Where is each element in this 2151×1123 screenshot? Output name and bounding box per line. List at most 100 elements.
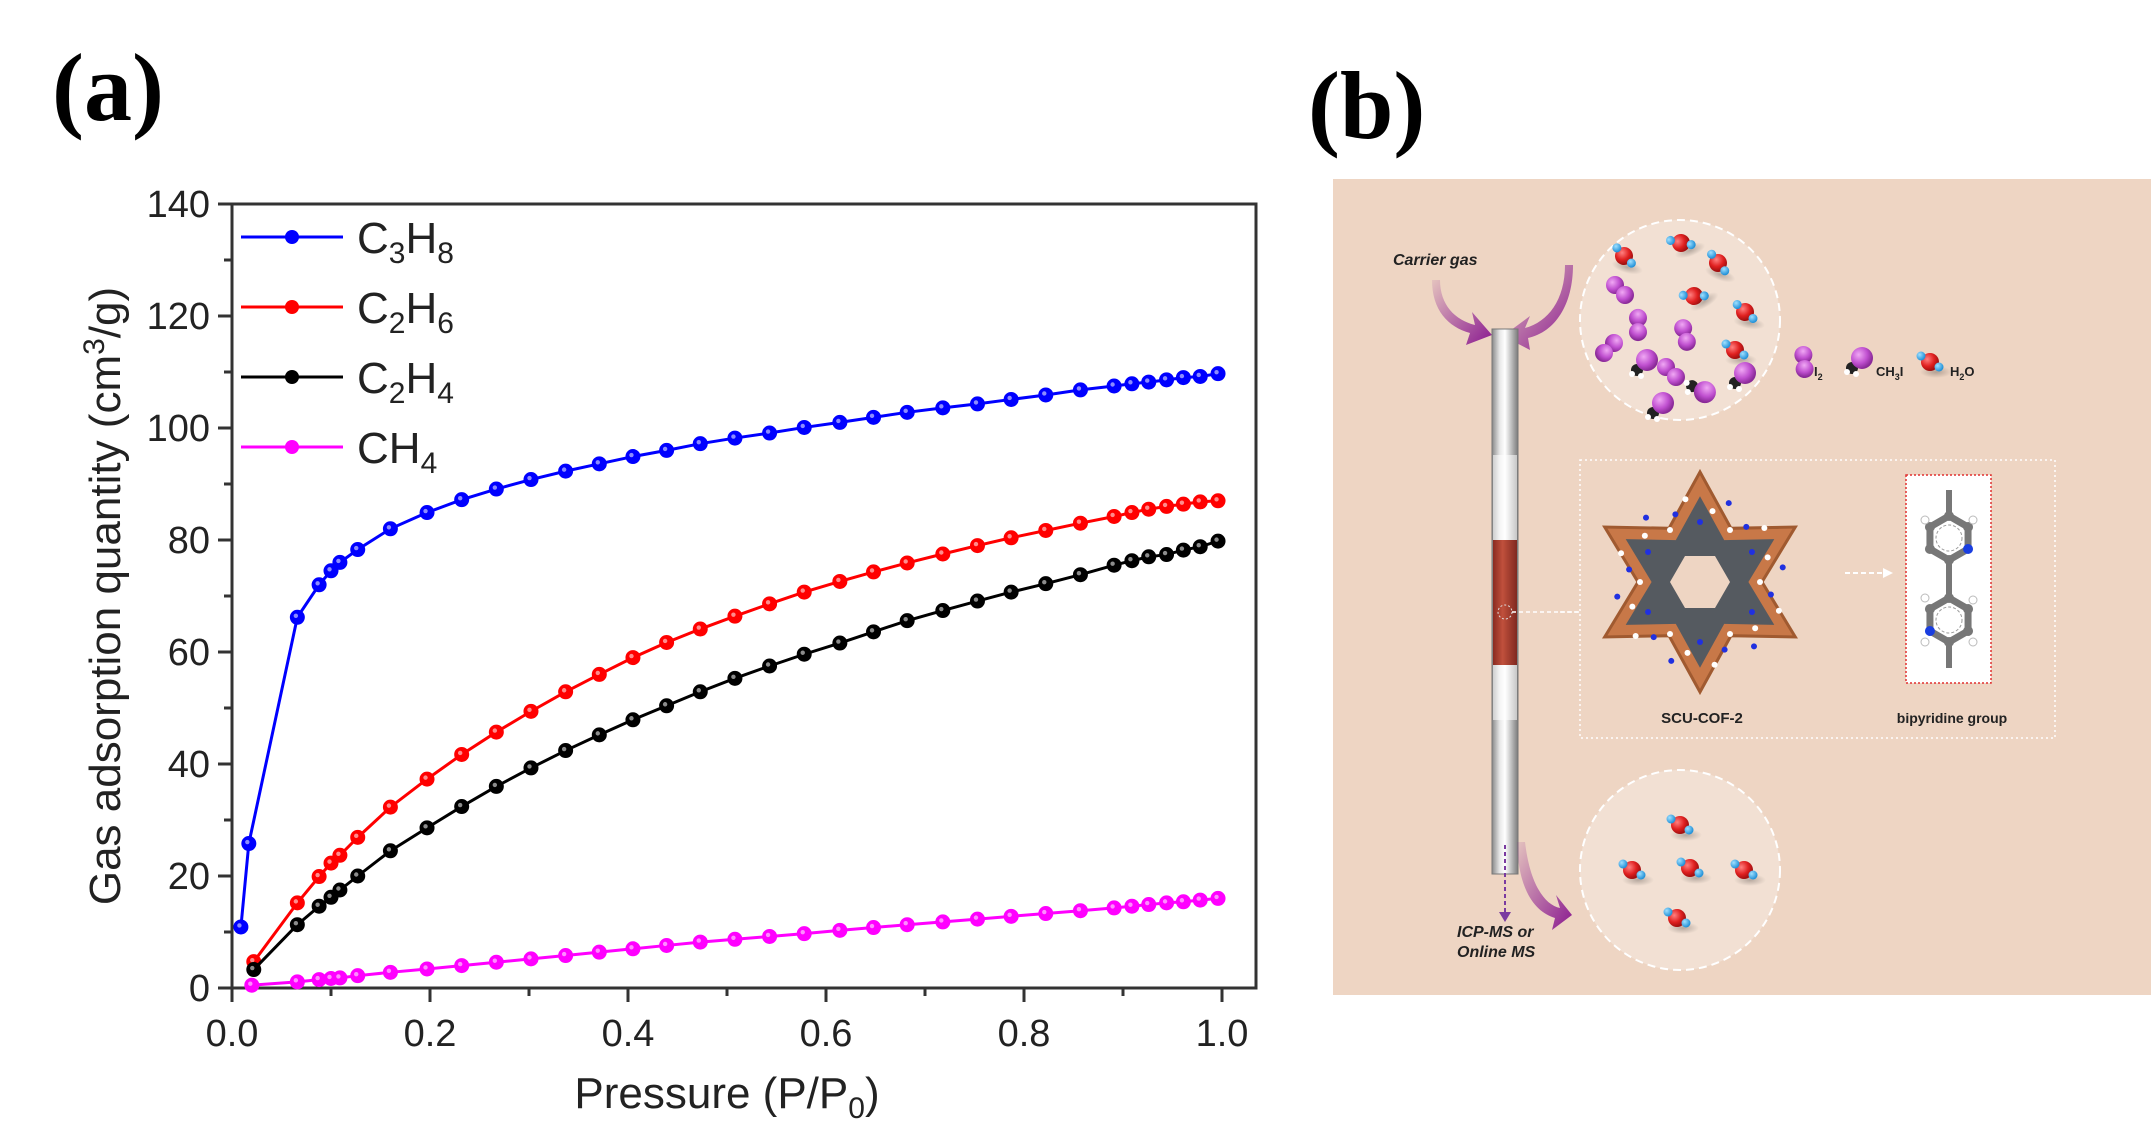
data-point-highlight: [1128, 380, 1133, 385]
iodine-atom: [1595, 344, 1613, 362]
data-point-highlight: [336, 886, 341, 891]
data-point-highlight: [595, 948, 600, 953]
data-point-highlight: [696, 439, 701, 445]
data-point-highlight: [595, 731, 600, 736]
bipyridine-label: bipyridine group: [1897, 710, 2007, 726]
data-point-highlight: [1110, 512, 1115, 518]
data-point-highlight: [629, 452, 634, 458]
data-point-highlight: [250, 957, 255, 963]
hydrogen-atom: [1626, 258, 1636, 268]
x-tick-label: 0.6: [800, 1013, 853, 1055]
iodine-molecule-icon: [1794, 345, 1814, 379]
legend-i2-label: I2: [1814, 364, 1823, 382]
data-point-highlight: [1162, 376, 1168, 381]
hydrogen-atom: [1748, 870, 1758, 880]
data-point-highlight: [903, 559, 908, 564]
cof-atom: [1614, 593, 1621, 600]
data-point-highlight: [527, 707, 532, 713]
data-point-highlight: [561, 688, 567, 693]
methyl-iodide-molecule-icon: [1629, 349, 1658, 379]
cof-atom: [1626, 566, 1633, 573]
cof-atom: [1750, 643, 1757, 650]
series-c3h8: [233, 366, 1226, 935]
hydrogen-atom: [1748, 313, 1758, 323]
methyl-iodide-molecule-icon: [1645, 392, 1674, 422]
hydrogen-atom: [1684, 388, 1691, 395]
legend-label-subscript: 2: [389, 307, 406, 340]
data-point-highlight: [1007, 395, 1012, 401]
methyl-iodide-molecule-icon: [1844, 347, 1873, 377]
data-point-highlight: [1214, 894, 1219, 900]
data-point-highlight: [800, 650, 805, 655]
nitrogen-atom: [1924, 626, 1935, 636]
cof-atom: [1779, 564, 1786, 571]
data-point-highlight: [696, 625, 701, 630]
data-point-highlight: [423, 775, 428, 780]
data-point-highlight: [527, 475, 532, 481]
cof-label: SCU-COF-2: [1661, 710, 1743, 727]
series-line-c2h4: [252, 539, 1219, 971]
water-molecule-icon: [1732, 300, 1765, 330]
water-molecule-icon: [1665, 234, 1706, 259]
data-point-highlight: [423, 824, 428, 829]
cof-atom: [1709, 508, 1716, 515]
y-tick-label: 80: [168, 520, 210, 562]
data-point-highlight: [939, 404, 944, 409]
cof-atom: [1721, 646, 1728, 653]
x-tick-label: 0.4: [602, 1013, 655, 1055]
oxygen-atom: [1726, 341, 1744, 359]
hydrogen-atom: [1707, 249, 1717, 259]
aromatic-ring: [1935, 606, 1963, 634]
data-point-highlight: [1214, 497, 1219, 502]
data-point-highlight: [731, 935, 736, 940]
series-line-ch4: [251, 896, 1219, 987]
data-point-highlight: [1179, 546, 1185, 551]
cof-atom: [1667, 630, 1673, 637]
legend-ch3i-sub: 3: [1895, 372, 1900, 382]
data-point-highlight: [386, 968, 392, 974]
hydrogen-atom: [1853, 371, 1859, 377]
cof-atom: [1727, 527, 1733, 534]
cof-atom: [1672, 511, 1679, 518]
data-point-highlight: [1196, 543, 1201, 548]
data-point-highlight: [1110, 904, 1115, 909]
series-c2h4: [246, 533, 1226, 978]
data-point-highlight: [836, 577, 841, 583]
data-point-highlight: [457, 750, 463, 756]
legend-item-c2h4: C2H4: [241, 354, 454, 410]
legend-label-text: C: [357, 354, 389, 403]
data-point-highlight: [629, 653, 634, 659]
legend-ch3i-text: CH: [1876, 364, 1895, 379]
data-point-highlight: [354, 872, 359, 877]
cof-atom: [1637, 579, 1643, 585]
legend-label-text: H: [405, 214, 437, 263]
data-point-highlight: [973, 400, 979, 405]
x-axis-label: Pressure (P/P0): [574, 1069, 879, 1123]
y-tick-label: 40: [168, 744, 210, 786]
legend-swatch-marker: [285, 440, 299, 454]
x-axis-ticks: 0.0 0.2 0.4 0.6 0.8 1.0: [206, 988, 1248, 1055]
data-point-highlight: [629, 945, 634, 950]
methyl-iodide-molecule-icon: [1727, 362, 1756, 392]
data-point-highlight: [939, 918, 944, 923]
carbon-atom: [1944, 511, 1954, 521]
data-point-highlight: [561, 951, 567, 957]
carbon-atom: [1944, 593, 1954, 603]
data-point-highlight: [237, 923, 242, 928]
data-point-highlight: [731, 434, 736, 439]
hydrogen-atom: [1681, 918, 1691, 928]
data-point-highlight: [315, 975, 320, 981]
hydrogen-atom: [1736, 386, 1742, 392]
data-point-highlight: [836, 926, 841, 932]
oxygen-atom: [1623, 861, 1641, 879]
cof-atom: [1643, 514, 1650, 521]
cof-atom: [1629, 603, 1636, 610]
iodine-atom: [1677, 332, 1696, 351]
data-point-highlight: [327, 567, 332, 572]
legend-h2o-label: H2O: [1950, 364, 1975, 382]
carbon-atom: [1944, 555, 1954, 565]
y-tick-label: 100: [147, 408, 210, 450]
data-point-highlight: [765, 662, 771, 667]
data-point-highlight: [336, 558, 341, 564]
data-point-highlight: [293, 921, 299, 926]
